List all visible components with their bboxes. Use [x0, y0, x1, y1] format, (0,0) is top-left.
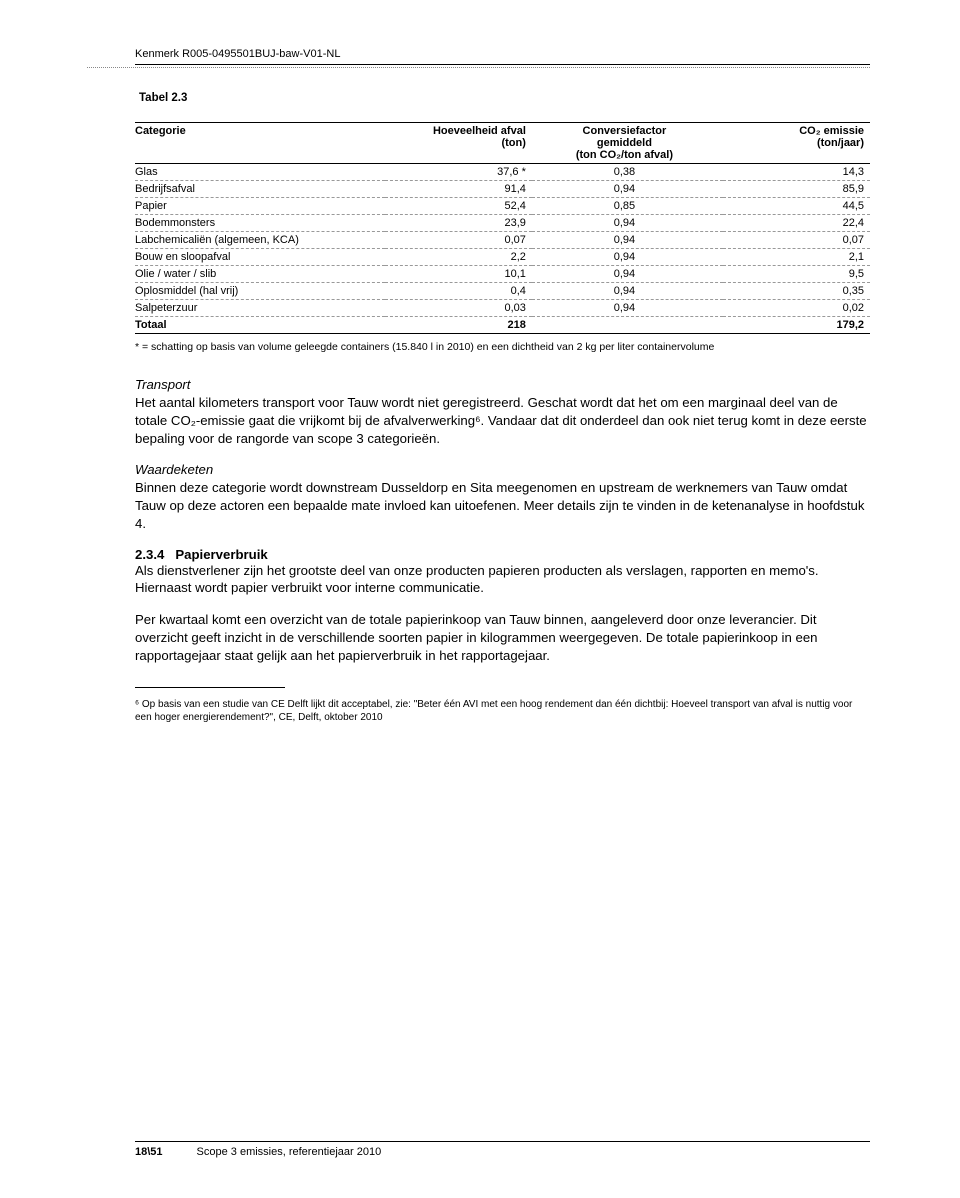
cell-categorie: Bouw en sloopafval [135, 249, 385, 266]
col-categorie: Categorie [135, 123, 385, 164]
cell-factor: 0,94 [532, 300, 723, 317]
table-row: Labchemicaliën (algemeen, KCA)0,070,940,… [135, 232, 870, 249]
cell-qty: 23,9 [385, 215, 532, 232]
cell-emis: 0,02 [723, 300, 870, 317]
cell-categorie: Bodemmonsters [135, 215, 385, 232]
cell-qty: 37,6 * [385, 164, 532, 181]
document-page: Kenmerk R005-0495501BUJ-baw-V01-NL Tabel… [0, 0, 960, 1198]
cell-emis: 44,5 [723, 198, 870, 215]
table-row: Papier52,40,8544,5 [135, 198, 870, 215]
col-hoeveelheid-h: Hoeveelheid afval [433, 125, 526, 137]
col-emissie-sub: (ton/jaar) [817, 137, 864, 149]
table-row: Bedrijfsafval91,40,9485,9 [135, 181, 870, 198]
cell-categorie: Olie / water / slib [135, 266, 385, 283]
page-footer: 18\51 Scope 3 emissies, referentiejaar 2… [135, 1141, 870, 1158]
header-dotted-line [87, 67, 870, 68]
waardeketen-body: Binnen deze categorie wordt downstream D… [135, 479, 870, 532]
table-row: Bodemmonsters23,90,9422,4 [135, 215, 870, 232]
cell-categorie: Labchemicaliën (algemeen, KCA) [135, 232, 385, 249]
papier-p2: Per kwartaal komt een overzicht van de t… [135, 611, 870, 664]
table-total-row: Totaal218 179,2 [135, 317, 870, 334]
cell-categorie: Oplosmiddel (hal vrij) [135, 283, 385, 300]
cell-factor: 0,94 [532, 181, 723, 198]
cell-qty: 0,03 [385, 300, 532, 317]
col-hoeveelheid: Hoeveelheid afval(ton) [385, 123, 532, 164]
col-conversie-sub2: (ton CO₂/ton afval) [576, 149, 673, 161]
col-conversie-h: Conversiefactor [583, 125, 667, 137]
header-reference: Kenmerk R005-0495501BUJ-baw-V01-NL [135, 48, 870, 60]
cell-factor: 0,94 [532, 283, 723, 300]
cell-factor: 0,94 [532, 249, 723, 266]
cell-qty: 52,4 [385, 198, 532, 215]
table-row: Glas37,6 *0,3814,3 [135, 164, 870, 181]
cell-factor: 0,94 [532, 232, 723, 249]
cell-qty: 91,4 [385, 181, 532, 198]
section-number: 2.3.4 [135, 547, 164, 562]
cell-qty: 2,2 [385, 249, 532, 266]
section-papierverbruik-heading: 2.3.4 Papierverbruik [135, 547, 870, 562]
cell-total-qty: 218 [385, 317, 532, 334]
footer-doc-title: Scope 3 emissies, referentiejaar 2010 [197, 1146, 382, 1158]
section-title: Papierverbruik [175, 547, 267, 562]
cell-qty: 0,07 [385, 232, 532, 249]
col-emissie: CO₂ emissie(ton/jaar) [723, 123, 870, 164]
cell-categorie: Bedrijfsafval [135, 181, 385, 198]
cell-total-label: Totaal [135, 317, 385, 334]
data-table: Categorie Hoeveelheid afval(ton) Convers… [135, 122, 870, 334]
transport-body: Het aantal kilometers transport voor Tau… [135, 394, 870, 447]
footer-rule [135, 1141, 870, 1142]
cell-emis: 2,1 [723, 249, 870, 266]
col-conversie-sub: gemiddeld [597, 137, 652, 149]
table-row: Bouw en sloopafval2,20,942,1 [135, 249, 870, 266]
table-body: Glas37,6 *0,3814,3Bedrijfsafval91,40,948… [135, 164, 870, 334]
cell-emis: 85,9 [723, 181, 870, 198]
header-rule [135, 64, 870, 65]
cell-factor: 0,94 [532, 215, 723, 232]
transport-heading: Transport [135, 376, 870, 394]
table-label: Tabel 2.3 [139, 92, 870, 104]
cell-factor: 0,85 [532, 198, 723, 215]
cell-emis: 22,4 [723, 215, 870, 232]
cell-total-factor [532, 317, 723, 334]
col-conversie: Conversiefactorgemiddeld(ton CO₂/ton afv… [532, 123, 723, 164]
cell-emis: 14,3 [723, 164, 870, 181]
table-footnote: * = schatting op basis van volume geleeg… [135, 340, 870, 354]
cell-categorie: Salpeterzuur [135, 300, 385, 317]
col-emissie-h: CO₂ emissie [799, 125, 864, 137]
cell-qty: 0,4 [385, 283, 532, 300]
footnote-text: ⁶ Op basis van een studie van CE Delft l… [135, 698, 870, 724]
cell-emis: 0,07 [723, 232, 870, 249]
cell-categorie: Glas [135, 164, 385, 181]
cell-emis: 9,5 [723, 266, 870, 283]
footer-page-number: 18\51 [135, 1146, 163, 1158]
table-row: Olie / water / slib10,10,949,5 [135, 266, 870, 283]
col-hoeveelheid-sub: (ton) [501, 137, 525, 149]
cell-factor: 0,94 [532, 266, 723, 283]
cell-categorie: Papier [135, 198, 385, 215]
cell-qty: 10,1 [385, 266, 532, 283]
cell-emis: 0,35 [723, 283, 870, 300]
table-row: Oplosmiddel (hal vrij)0,40,940,35 [135, 283, 870, 300]
papier-p1: Als dienstverlener zijn het grootste dee… [135, 562, 870, 598]
cell-total-emis: 179,2 [723, 317, 870, 334]
table-row: Salpeterzuur0,030,940,02 [135, 300, 870, 317]
cell-factor: 0,38 [532, 164, 723, 181]
footnote-rule [135, 687, 285, 688]
waardeketen-heading: Waardeketen [135, 461, 870, 479]
